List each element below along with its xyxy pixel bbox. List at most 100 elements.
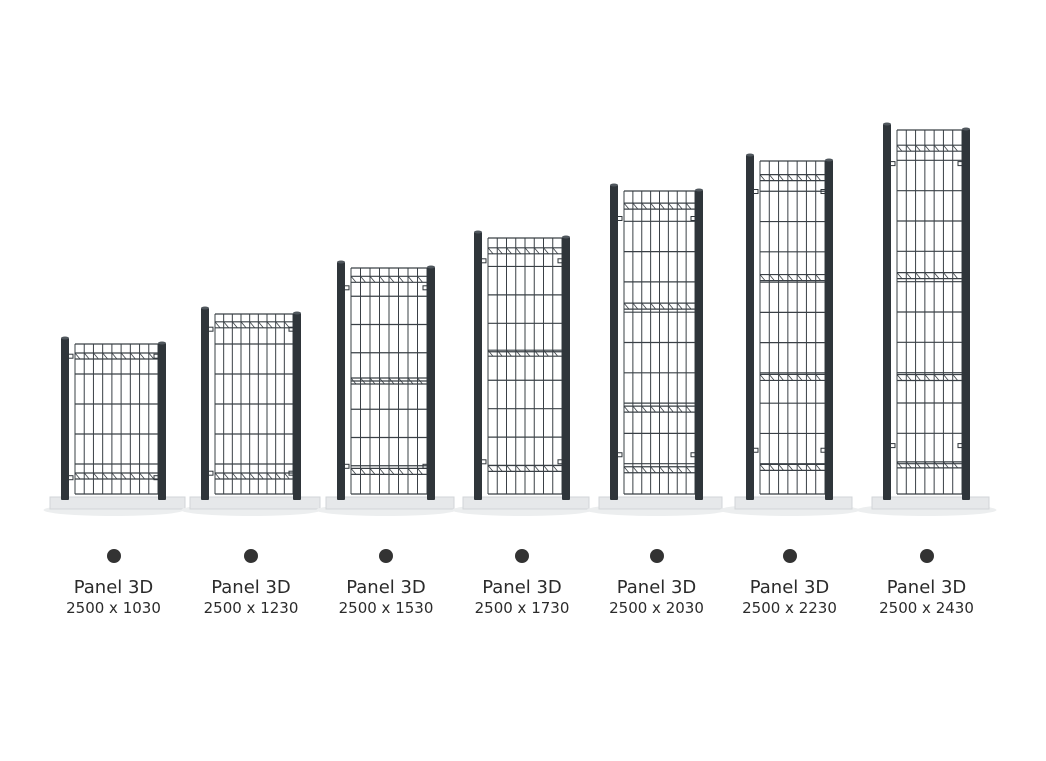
mesh-fold-v	[148, 472, 155, 480]
post-clamp	[690, 452, 697, 458]
mesh-fold-v	[369, 377, 376, 385]
mesh-fold-v	[515, 465, 522, 472]
post-cap	[158, 341, 166, 345]
post-cap	[962, 127, 970, 131]
mesh-fold-v	[952, 461, 959, 469]
mesh-fold-v	[815, 274, 822, 281]
mesh-fold-v	[668, 302, 674, 310]
post-cap	[427, 265, 435, 269]
mesh-fold-v	[148, 352, 155, 360]
mesh-fold-v	[506, 247, 512, 255]
concrete-base	[871, 496, 990, 510]
mesh-fold-v	[806, 464, 812, 471]
mesh-fold-v	[641, 202, 648, 210]
panel-dimensions: 2500 x 2230	[742, 599, 837, 617]
panel-dimensions: 2500 x 1730	[474, 599, 570, 617]
post-clamp	[422, 463, 429, 469]
mesh-fold-v	[533, 465, 540, 472]
mesh-fold-v	[379, 377, 385, 385]
post-clamp	[752, 189, 759, 194]
mesh-fold-v	[93, 472, 99, 480]
mesh-fold-v	[533, 247, 540, 255]
post-clamp	[690, 216, 697, 221]
mesh-fold-v	[552, 349, 559, 357]
mesh-fold-v	[130, 352, 136, 360]
fence-post	[474, 232, 482, 500]
mesh-fold-v	[952, 374, 959, 381]
mesh-fold-v	[407, 276, 414, 283]
mesh-fold-v	[407, 377, 414, 385]
fence-post	[883, 124, 891, 500]
mesh-fold-v	[952, 272, 959, 279]
mesh-fold-v	[552, 247, 559, 255]
concrete-base	[734, 496, 853, 510]
fence-post	[427, 267, 435, 500]
post-clamp	[288, 326, 295, 332]
mesh-fold-v	[659, 405, 665, 413]
panel-name: Panel 3D	[482, 577, 562, 598]
bullet-dot	[379, 549, 393, 563]
panel-dimensions: 2500 x 2030	[609, 599, 704, 617]
post-cap	[61, 336, 69, 340]
post-clamp	[207, 326, 214, 332]
mesh-fold-v	[214, 472, 221, 480]
mesh-fold-v	[806, 174, 812, 181]
mesh-fold-v	[240, 321, 247, 329]
fence-post	[337, 262, 345, 500]
mesh-fold-v	[905, 374, 912, 381]
mesh-fold-v	[759, 374, 766, 381]
post-cap	[474, 230, 482, 234]
mesh-fold-v	[379, 468, 385, 475]
mesh-fold-v	[759, 274, 766, 281]
mesh-fold-v	[933, 461, 940, 469]
mesh-fold-v	[815, 174, 822, 181]
bullet-dot	[782, 549, 797, 563]
mesh-fold-v	[388, 377, 395, 385]
post-cap	[610, 183, 618, 187]
mesh-fold-v	[240, 472, 247, 480]
mesh-fold-v	[768, 374, 775, 381]
mesh-fold-v	[350, 468, 357, 475]
mesh-fold-v	[768, 464, 775, 471]
mesh-fold-v	[659, 202, 665, 210]
post-clamp	[67, 475, 74, 481]
mesh-fold-v	[668, 202, 674, 210]
fence-post	[746, 155, 754, 500]
mesh-fold-v	[139, 472, 145, 480]
mesh-fold-v	[275, 321, 281, 329]
concrete-base	[325, 496, 455, 510]
panel-dimensions: 2500 x 2430	[879, 599, 974, 617]
post-cap	[562, 235, 570, 239]
mesh-fold-v	[796, 174, 803, 181]
post-clamp	[616, 216, 623, 221]
mesh-fold-v	[102, 472, 108, 480]
mesh-fold-v	[379, 276, 385, 283]
mesh-fold-v	[249, 321, 255, 329]
mesh-fold-v	[417, 468, 423, 475]
post-clamp	[889, 443, 896, 449]
fence-post	[825, 160, 833, 500]
mesh-fold-v	[120, 472, 127, 480]
post-clamp	[153, 475, 160, 481]
mesh-fold-v	[487, 465, 494, 472]
mesh-fold-v	[524, 349, 531, 357]
mesh-fold-v	[650, 202, 656, 210]
mesh-fold-v	[778, 274, 784, 281]
concrete-base	[462, 496, 590, 510]
post-clamp	[616, 452, 623, 458]
mesh-fold-v	[417, 377, 423, 385]
mesh-fold-v	[924, 272, 931, 279]
bullet-dot	[919, 549, 934, 563]
mesh-fold-v	[360, 468, 366, 475]
post-clamp	[422, 285, 429, 291]
mesh-fold-v	[933, 144, 940, 152]
fence-post	[293, 313, 301, 500]
mesh-fold-v	[623, 466, 630, 474]
mesh-fold-v	[787, 464, 794, 471]
post-clamp	[153, 353, 160, 359]
mesh-fold-v	[369, 276, 376, 283]
mesh-fold-v	[943, 272, 949, 279]
mesh-fold-v	[496, 247, 503, 255]
mesh-fold-v	[632, 466, 639, 474]
